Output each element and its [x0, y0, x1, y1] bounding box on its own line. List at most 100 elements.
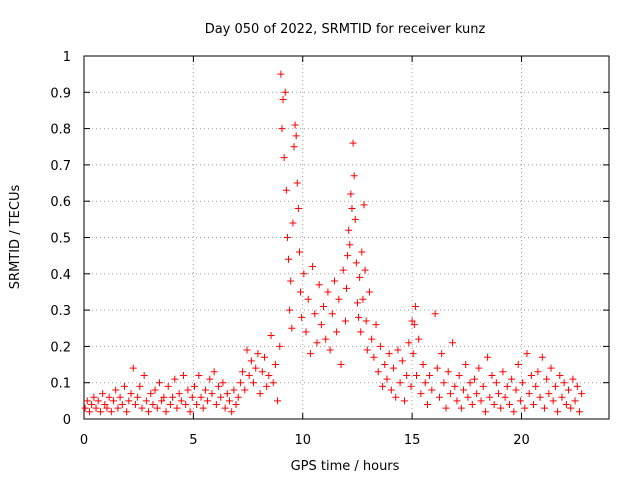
data-point — [328, 310, 336, 318]
data-point — [451, 382, 459, 390]
data-point — [341, 317, 349, 325]
data-point — [392, 393, 400, 401]
data-point — [309, 263, 317, 271]
y-tick-label: 0.7 — [50, 159, 71, 174]
data-point — [302, 328, 310, 336]
chart-title: Day 050 of 2022, SRMTID for receiver kun… — [205, 22, 486, 37]
data-point — [368, 335, 376, 343]
data-point — [180, 371, 188, 379]
data-point — [281, 88, 289, 96]
data-point — [313, 339, 321, 347]
data-point — [415, 335, 423, 343]
data-point — [409, 350, 417, 358]
data-point — [217, 393, 225, 401]
data-point — [387, 386, 395, 394]
data-point — [300, 270, 308, 278]
data-point — [512, 386, 520, 394]
data-point — [383, 375, 391, 383]
data-point — [497, 404, 505, 412]
data-point — [140, 371, 148, 379]
data-point — [125, 397, 133, 405]
data-point — [365, 288, 373, 296]
data-point — [503, 382, 511, 390]
data-point — [394, 346, 402, 354]
data-point — [199, 404, 207, 412]
data-point — [306, 350, 314, 358]
data-point — [549, 397, 557, 405]
data-point — [573, 382, 581, 390]
data-point — [116, 393, 124, 401]
data-point — [376, 342, 384, 350]
data-point — [347, 190, 355, 198]
data-point — [468, 400, 476, 408]
data-point — [359, 295, 367, 303]
data-point — [129, 364, 137, 372]
y-axis-label: SRMTID / TECUs — [8, 185, 23, 290]
data-point — [283, 234, 291, 241]
data-point — [455, 371, 463, 379]
data-point — [403, 371, 411, 379]
data-point — [337, 361, 345, 369]
data-point — [208, 390, 216, 398]
x-tick-label: 15 — [404, 433, 421, 448]
data-point — [114, 404, 122, 412]
data-point — [346, 241, 354, 249]
data-point — [282, 186, 290, 194]
data-point — [280, 154, 288, 162]
data-point — [521, 404, 529, 412]
data-point — [567, 404, 575, 412]
data-point — [103, 404, 111, 412]
data-point — [94, 397, 102, 405]
data-point — [291, 121, 299, 129]
data-point — [182, 400, 190, 408]
data-point — [260, 353, 268, 361]
data-point — [363, 346, 371, 354]
data-point — [186, 408, 194, 416]
data-point — [426, 371, 434, 379]
data-point — [127, 390, 135, 398]
data-point — [177, 397, 185, 405]
data-point — [285, 255, 293, 263]
data-point — [405, 339, 413, 347]
data-point — [320, 302, 328, 310]
data-point — [545, 390, 553, 398]
data-point — [239, 368, 247, 376]
data-point — [254, 350, 262, 358]
data-point — [421, 379, 429, 387]
data-point — [348, 204, 356, 212]
data-point — [519, 379, 527, 387]
data-point — [508, 375, 516, 383]
data-point — [271, 361, 279, 369]
y-tick-label: 1 — [63, 50, 71, 65]
data-point — [370, 353, 378, 361]
data-point — [407, 382, 415, 390]
data-point — [538, 353, 546, 361]
data-point — [206, 375, 214, 383]
data-point — [245, 371, 253, 379]
data-point — [484, 353, 492, 361]
data-point — [158, 397, 166, 405]
data-point — [449, 339, 457, 347]
data-point — [431, 310, 439, 318]
data-point — [131, 400, 139, 408]
data-point — [223, 390, 231, 398]
x-tick-label: 0 — [80, 433, 88, 448]
data-point — [362, 317, 370, 325]
grid-lines — [84, 56, 609, 419]
y-tick-label: 0.5 — [50, 232, 71, 247]
data-point — [565, 386, 573, 394]
x-tick-label: 5 — [189, 433, 197, 448]
data-point — [193, 400, 201, 408]
data-point — [118, 400, 126, 408]
data-point — [411, 302, 419, 310]
data-point — [99, 390, 107, 398]
data-point — [243, 346, 251, 354]
data-point — [385, 350, 393, 358]
data-point — [462, 361, 470, 369]
y-tick-label: 0.8 — [50, 123, 71, 138]
data-point — [175, 390, 183, 398]
data-point — [492, 379, 500, 387]
data-point — [374, 368, 382, 376]
data-point — [228, 408, 236, 416]
data-point — [372, 321, 380, 329]
